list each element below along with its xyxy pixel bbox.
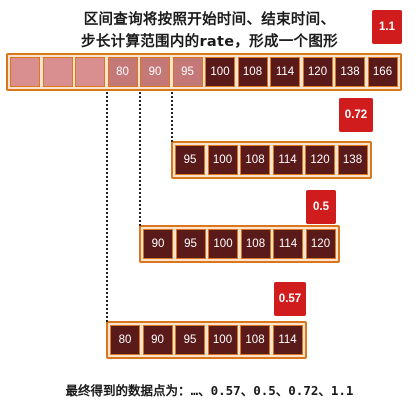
rate-badge: 0.72: [339, 98, 373, 132]
value-cell: 166: [367, 57, 398, 87]
value-cell: 114: [270, 57, 300, 87]
value-cell: 95: [172, 57, 203, 87]
value-cell: 95: [175, 229, 206, 259]
rate-badge: 0.57: [274, 282, 306, 316]
footer-text: 最终得到的数据点为：…、0.57、0.5、0.72、1.1: [0, 380, 419, 399]
title-line-2: 步长计算范围内的rate，形成一个图形: [81, 34, 338, 50]
row-3: 90 95 100 108 114 120: [139, 225, 340, 263]
guide-line: [106, 92, 108, 322]
footer-label: 最终得到的数据点为：: [65, 383, 191, 398]
rate-badge: 1.1: [372, 10, 402, 44]
value-cell: 95: [175, 145, 205, 175]
value-cell: 100: [207, 145, 238, 175]
value-cell: 120: [302, 57, 333, 87]
value-cell: 100: [208, 229, 238, 259]
value-cell: 138: [335, 57, 365, 87]
value-cell: 108: [237, 57, 268, 87]
value-cell: 90: [142, 325, 173, 355]
value-cell: [75, 57, 105, 87]
value-cell: [42, 57, 73, 87]
value-cell: 114: [273, 229, 303, 259]
guide-line: [171, 92, 173, 142]
row-1: 80 90 95 100 108 114 120 138 166: [6, 53, 402, 91]
row-4: 80 90 95 100 108 114: [106, 321, 307, 359]
guide-line: [139, 92, 141, 226]
row-2: 95 100 108 114 120 138: [171, 141, 372, 179]
rate-badge: 0.5: [306, 190, 336, 224]
value-cell: [10, 57, 40, 87]
value-cell: 90: [143, 229, 173, 259]
footer-values: …、0.57、0.5、0.72、1.1: [190, 383, 354, 398]
value-cell: 114: [272, 145, 303, 175]
value-cell: 120: [305, 145, 335, 175]
title-line-1: 区间查询将按照开始时间、结束时间、: [83, 12, 336, 28]
value-cell: 90: [140, 57, 170, 87]
value-cell: 95: [175, 325, 205, 355]
value-cell: 120: [305, 229, 336, 259]
value-cell: 108: [240, 145, 270, 175]
value-cell: 100: [205, 57, 235, 87]
value-cell: 114: [272, 325, 303, 355]
value-cell: 108: [240, 229, 271, 259]
value-cell: 138: [337, 145, 368, 175]
value-cell: 80: [110, 325, 140, 355]
value-cell: 80: [107, 57, 138, 87]
value-cell: 108: [240, 325, 270, 355]
value-cell: 100: [207, 325, 238, 355]
